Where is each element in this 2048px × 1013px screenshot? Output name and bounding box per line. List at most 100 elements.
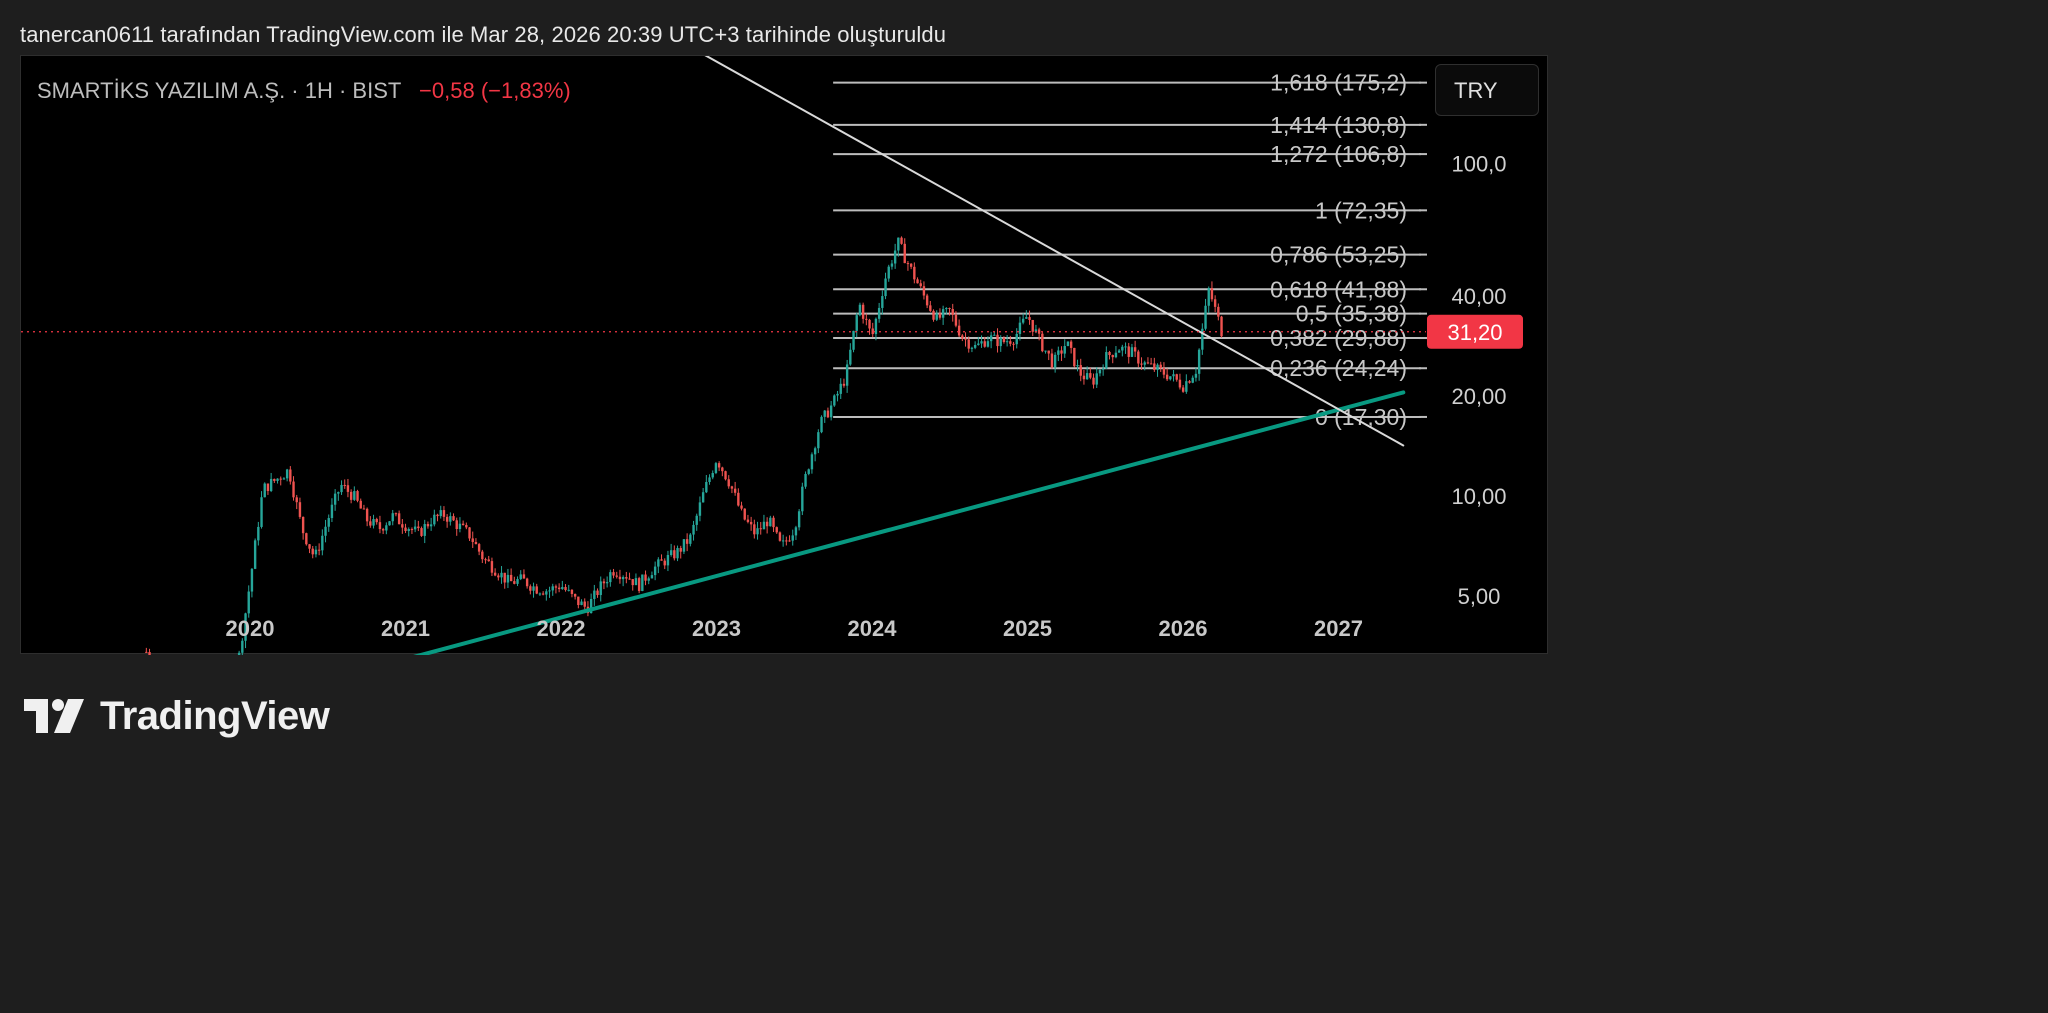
candle-body: [842, 383, 846, 386]
candle-body: [765, 521, 769, 527]
candle-body: [785, 540, 788, 542]
candle-body: [391, 513, 394, 522]
candle-body: [541, 593, 545, 595]
candle-body: [439, 510, 442, 517]
candle-body: [865, 318, 868, 320]
candle-body: [449, 516, 452, 522]
candle-body: [1028, 317, 1031, 320]
candle-body: [1117, 350, 1121, 353]
candle-body: [692, 524, 695, 535]
candle-body: [698, 502, 702, 516]
candle-body: [1175, 374, 1178, 380]
candle-body: [900, 237, 903, 244]
candle-body: [497, 575, 500, 578]
candle-body: [1217, 306, 1220, 317]
candle-body: [1130, 347, 1134, 357]
candle-body: [247, 591, 250, 614]
candle-body: [407, 529, 410, 532]
candle-body: [426, 524, 430, 527]
candle-body: [1021, 318, 1025, 323]
candle-body: [330, 504, 334, 519]
candle-body: [1012, 343, 1015, 345]
candle-body: [618, 576, 622, 580]
candle-body: [353, 491, 356, 500]
candle-body: [324, 526, 327, 536]
candle-body: [1060, 350, 1063, 354]
candle-body: [554, 586, 558, 588]
time-axis-label: 2020: [226, 616, 275, 641]
candle-body: [769, 517, 772, 527]
candle-body: [1057, 350, 1060, 355]
candle-body: [778, 532, 782, 541]
candle-body: [241, 640, 244, 653]
candle-body: [551, 586, 554, 591]
candle-body: [938, 313, 942, 318]
candle-body: [1063, 346, 1066, 354]
candle-body: [404, 527, 407, 532]
candle-body: [484, 559, 487, 561]
chart-panel[interactable]: 1,618 (175,2) 1,414 (130,8) 1,272 (106,8) 1…: [20, 55, 1549, 655]
candle-body: [1213, 299, 1217, 307]
candle-body: [913, 266, 916, 280]
candle-body: [861, 304, 865, 319]
candle-body: [273, 478, 276, 481]
price-axis-label: 40,00: [1451, 284, 1506, 309]
candle-body: [1095, 373, 1098, 385]
fib-level-label: 0,236 (24,24): [1270, 355, 1407, 381]
candle-body: [945, 307, 948, 310]
fib-level-label: 1 (72,35): [1315, 197, 1407, 223]
candle-body: [660, 559, 663, 561]
candle-body: [1178, 379, 1182, 388]
price-chart[interactable]: 1,618 (175,2) 1,414 (130,8) 1,272 (106,8) 1…: [21, 56, 1549, 655]
candle-body: [666, 555, 670, 566]
candle-body: [1210, 288, 1214, 300]
candle-body: [1181, 387, 1185, 392]
last-price-label: 31,20: [1447, 320, 1502, 345]
candle-body: [871, 328, 874, 335]
candle-body: [1204, 305, 1207, 329]
candle-body: [436, 514, 439, 517]
candle-body: [263, 483, 266, 498]
candle-body: [1188, 381, 1191, 383]
candle-body: [612, 572, 615, 576]
candle-body: [1153, 363, 1156, 370]
candle-body: [1005, 341, 1009, 343]
candle-body: [705, 481, 708, 493]
tradingview-logo[interactable]: TradingView: [24, 694, 330, 738]
candle-body: [637, 578, 641, 592]
candle-body: [1041, 333, 1044, 352]
candle-body: [314, 549, 318, 555]
candle-body: [385, 525, 388, 531]
candle-body: [420, 528, 423, 536]
candle-body: [881, 296, 884, 308]
currency-button[interactable]: TRY: [1435, 64, 1539, 116]
symbol-legend[interactable]: SMARTİKS YAZILIM A.Ş. · 1H · BIST −0,58 …: [37, 78, 571, 104]
candle-body: [378, 522, 382, 530]
time-axis-label: 2026: [1159, 616, 1208, 641]
candle-body: [788, 540, 791, 542]
candle-body: [756, 528, 759, 535]
candle-body: [775, 527, 778, 533]
candle-body: [279, 478, 282, 480]
candle-body: [429, 524, 433, 527]
resistance-trendline: [704, 56, 1405, 447]
candle-body: [413, 526, 417, 530]
candle-body: [961, 335, 964, 339]
candle-body: [1191, 377, 1194, 383]
candle-body: [397, 513, 401, 525]
candle-body: [1121, 346, 1124, 351]
candle-body: [804, 473, 807, 487]
candle-body: [557, 587, 561, 590]
candle-body: [743, 508, 746, 520]
candle-body: [903, 243, 906, 264]
tradingview-logo-icon: [24, 699, 84, 733]
candle-body: [980, 341, 983, 344]
candle-body: [538, 593, 542, 595]
price-change: −0,58 (−1,83%): [419, 78, 571, 103]
candle-body: [628, 578, 631, 580]
candle-body: [1089, 373, 1092, 378]
candle-body: [858, 304, 862, 316]
time-axis-label: 2024: [848, 616, 898, 641]
last-price-line: 31,20: [21, 314, 1523, 349]
candle-body: [874, 318, 878, 335]
